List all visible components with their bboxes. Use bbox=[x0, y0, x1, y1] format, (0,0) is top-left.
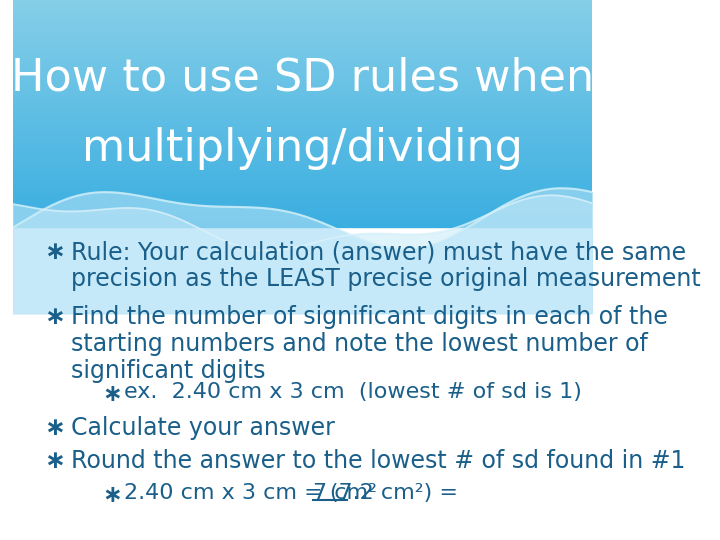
Bar bbox=[12, 59, 593, 62]
Bar bbox=[12, 45, 593, 48]
Bar bbox=[12, 195, 593, 198]
Bar bbox=[12, 65, 593, 68]
Bar bbox=[12, 0, 593, 3]
Bar bbox=[12, 34, 593, 37]
Bar bbox=[12, 179, 593, 181]
Bar bbox=[12, 48, 593, 51]
Bar bbox=[12, 170, 593, 173]
Bar bbox=[12, 125, 593, 127]
Bar bbox=[12, 136, 593, 139]
Bar bbox=[12, 145, 593, 147]
Bar bbox=[12, 73, 593, 77]
Bar bbox=[12, 9, 593, 11]
Bar bbox=[12, 99, 593, 102]
Bar bbox=[12, 133, 593, 136]
Bar bbox=[12, 116, 593, 119]
Text: Find the number of significant digits in each of the: Find the number of significant digits in… bbox=[71, 305, 667, 329]
Bar bbox=[12, 51, 593, 54]
Bar bbox=[12, 153, 593, 156]
Bar bbox=[12, 184, 593, 187]
Bar bbox=[12, 204, 593, 207]
Text: significant digits: significant digits bbox=[71, 359, 265, 383]
Bar bbox=[12, 173, 593, 176]
Bar bbox=[12, 91, 593, 93]
Bar bbox=[12, 176, 593, 179]
Bar bbox=[12, 193, 593, 195]
Text: Round the answer to the lowest # of sd found in #1: Round the answer to the lowest # of sd f… bbox=[71, 449, 685, 473]
Bar bbox=[12, 218, 593, 221]
Text: ∗: ∗ bbox=[45, 240, 66, 264]
Text: ∗: ∗ bbox=[45, 449, 66, 473]
Bar bbox=[12, 127, 593, 130]
Bar bbox=[12, 3, 593, 5]
Bar bbox=[12, 11, 593, 14]
Bar bbox=[12, 108, 593, 111]
Bar bbox=[12, 20, 593, 23]
Bar bbox=[12, 213, 593, 215]
Bar bbox=[12, 119, 593, 122]
Bar bbox=[12, 57, 593, 59]
Bar bbox=[12, 31, 593, 34]
Bar bbox=[12, 215, 593, 218]
Text: 7 cm²: 7 cm² bbox=[312, 483, 377, 503]
Text: ∗: ∗ bbox=[102, 483, 122, 507]
Text: precision as the LEAST precise original measurement: precision as the LEAST precise original … bbox=[71, 267, 701, 291]
Bar bbox=[12, 161, 593, 164]
Bar bbox=[12, 111, 593, 113]
Bar bbox=[12, 198, 593, 201]
Bar bbox=[12, 147, 593, 150]
Bar bbox=[12, 122, 593, 125]
Text: ∗: ∗ bbox=[45, 416, 66, 440]
Text: Rule: Your calculation (answer) must have the same: Rule: Your calculation (answer) must hav… bbox=[71, 240, 685, 264]
Bar bbox=[12, 181, 593, 184]
Bar bbox=[12, 221, 593, 224]
Bar bbox=[12, 79, 593, 82]
Bar bbox=[12, 167, 593, 170]
Bar bbox=[12, 39, 593, 43]
Bar bbox=[12, 141, 593, 145]
Bar bbox=[12, 5, 593, 9]
Text: multiplying/dividing: multiplying/dividing bbox=[82, 127, 523, 170]
Bar bbox=[12, 201, 593, 204]
Bar bbox=[12, 210, 593, 213]
Bar bbox=[12, 96, 593, 99]
Text: Calculate your answer: Calculate your answer bbox=[71, 416, 334, 440]
Bar bbox=[12, 85, 593, 88]
Text: 2.40 cm x 3 cm = (7.2 cm²) =: 2.40 cm x 3 cm = (7.2 cm²) = bbox=[125, 483, 466, 503]
Text: ex.  2.40 cm x 3 cm  (lowest # of sd is 1): ex. 2.40 cm x 3 cm (lowest # of sd is 1) bbox=[125, 382, 582, 402]
Bar bbox=[12, 224, 593, 227]
Bar bbox=[12, 82, 593, 85]
Bar bbox=[12, 139, 593, 141]
Bar bbox=[12, 25, 593, 28]
Bar bbox=[12, 130, 593, 133]
Bar bbox=[12, 62, 593, 65]
Bar bbox=[12, 190, 593, 193]
Bar bbox=[12, 159, 593, 161]
Bar bbox=[12, 88, 593, 91]
Text: starting numbers and note the lowest number of: starting numbers and note the lowest num… bbox=[71, 332, 647, 356]
Bar bbox=[12, 187, 593, 190]
Bar bbox=[12, 68, 593, 71]
Bar bbox=[12, 77, 593, 79]
Bar bbox=[12, 93, 593, 96]
Bar bbox=[12, 150, 593, 153]
Bar bbox=[12, 28, 593, 31]
Bar bbox=[12, 37, 593, 39]
Text: ∗: ∗ bbox=[102, 382, 122, 406]
Text: ∗: ∗ bbox=[45, 305, 66, 329]
Bar bbox=[12, 43, 593, 45]
Text: How to use SD rules when: How to use SD rules when bbox=[11, 57, 594, 100]
Bar bbox=[12, 17, 593, 20]
Bar bbox=[12, 113, 593, 116]
Bar bbox=[12, 23, 593, 25]
Bar bbox=[12, 14, 593, 17]
Bar bbox=[12, 156, 593, 159]
Bar bbox=[12, 105, 593, 107]
Bar bbox=[12, 164, 593, 167]
Bar bbox=[12, 54, 593, 57]
Bar bbox=[12, 102, 593, 105]
Bar bbox=[12, 71, 593, 73]
Bar bbox=[12, 207, 593, 210]
